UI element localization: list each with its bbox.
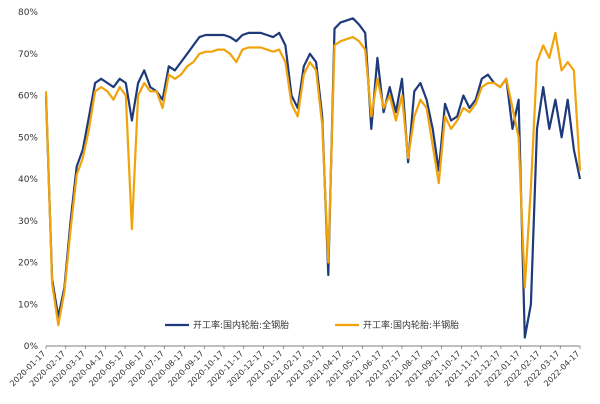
y-tick-label: 40%	[18, 175, 38, 185]
y-tick-label: 30%	[18, 217, 38, 227]
y-tick-label: 10%	[18, 300, 38, 310]
legend-label-1: 开工率:国内轮胎:全钢胎	[193, 319, 289, 331]
y-tick-label: 60%	[18, 92, 38, 102]
y-tick-label: 0%	[24, 342, 39, 352]
y-tick-label: 70%	[18, 50, 38, 60]
y-tick-label: 20%	[18, 259, 38, 269]
y-tick-label: 80%	[18, 8, 38, 18]
series-line-1	[44, 17, 582, 339]
series-line-2	[44, 31, 582, 327]
y-tick-label: 50%	[18, 133, 38, 143]
legend-label-2: 开工率:国内轮胎:半钢胎	[363, 319, 459, 331]
